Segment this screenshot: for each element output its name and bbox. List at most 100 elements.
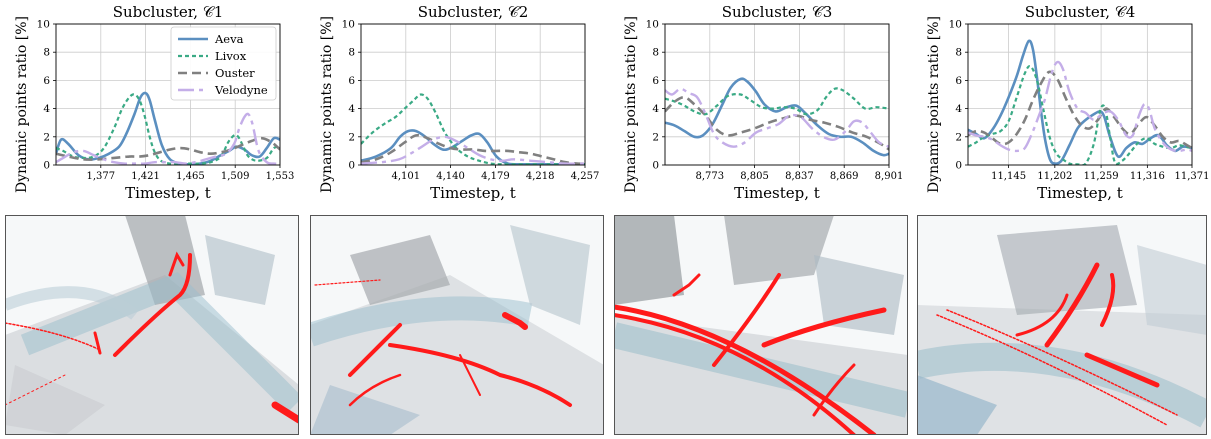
dynamic-points [314,279,572,407]
legend-label-aeva: Aeva [214,32,244,46]
y-tick-label: 2 [955,131,962,143]
subcluster-1-point-cloud [5,215,299,435]
x-tick-label: 4,257 [571,171,600,182]
legend-label-velodyne: Velodyne [214,83,268,97]
pc-frame [5,215,299,435]
x-axis-label: Timestep, t [125,184,211,202]
x-tick-label: 1,509 [221,171,250,182]
series-line-livox [56,93,280,165]
y-tick-label: 2 [652,131,659,143]
series-group [665,77,889,157]
chart-title: Subcluster, 𝒞4 [1025,3,1136,21]
x-tick-label: 11,259 [1084,171,1119,182]
y-tick-label: 4 [348,103,355,115]
legend: Aeva Livox Ouster Velodyne [170,26,277,101]
series-line-livox [665,87,889,116]
series-line-livox [968,64,1192,165]
series-line-velodyne [56,112,280,165]
y-tick-label: 2 [348,131,355,143]
x-tick-label: 1,421 [131,171,160,182]
series-line-ouster [665,95,889,151]
subcluster-3-point-cloud [614,215,908,435]
x-tick-label: 4,218 [526,171,555,182]
x-tick-label: 8,773 [695,171,724,182]
y-tick-label: 8 [43,47,50,59]
y-tick-label: 6 [955,75,962,87]
y-tick-label: 6 [43,75,50,87]
x-tick-label: 11,202 [1037,171,1072,182]
pc-frame [917,215,1207,435]
series-line-aeva [665,77,889,157]
y-tick-label: 0 [348,160,355,172]
charts-row: 0 2 4 6 8 10 1,377 1,421 1,465 1,509 1,553 Subclust… [14,3,1210,202]
plot-frame [967,23,1193,166]
series-line-livox [361,93,585,165]
static-points [310,225,604,435]
chart-2: 0 2 4 6 8 10 4,101 4,140 4,179 4,218 4,257 Subclust… [319,3,599,202]
y-tick-label: 4 [43,103,50,115]
subcluster-2-point-cloud [310,215,604,435]
x-tick-label: 8,901 [875,171,904,182]
y-tick-label: 0 [43,160,50,172]
y-tick-label: 10 [949,19,962,31]
dynamic-points [614,273,887,435]
y-tick-label: 6 [652,75,659,87]
plot-frame [55,23,281,166]
static-points [917,225,1207,435]
y-tick-label: 2 [43,131,50,143]
x-tick-label: 8,869 [830,171,859,182]
x-tick-label: 4,179 [481,171,510,182]
series-group [968,39,1192,165]
y-tick-label: 10 [646,19,659,31]
plot-frame [360,23,586,166]
pc-frame [310,215,604,435]
chart-3: 0 2 4 6 8 10 8,773 8,805 8,837 8,869 8,901 Subclust… [623,3,903,202]
point-cloud-row [0,212,1211,439]
legend-box [170,26,277,101]
x-tick-label: 8,805 [740,171,769,182]
y-tick-label: 0 [955,160,962,172]
x-tick-label: 1,553 [266,171,295,182]
x-tick-label: 11,145 [991,171,1026,182]
x-tick-label: 4,140 [436,171,465,182]
x-axis-label: Timestep, t [734,184,820,202]
y-tick-label: 4 [652,103,659,115]
y-tick-label: 4 [955,103,962,115]
y-axis-label: Dynamic points ratio [%] [623,16,639,193]
x-tick-label: 11,316 [1130,171,1165,182]
y-tick-label: 0 [652,160,659,172]
chart-title: Subcluster, 𝒞1 [113,3,224,21]
series-line-ouster [968,70,1192,150]
series-line-velodyne [968,60,1192,153]
y-axis-label: Dynamic points ratio [%] [319,16,335,193]
subcluster-4-point-cloud [917,215,1207,435]
x-axis-label: Timestep, t [1037,184,1123,202]
x-tick-label: 4,101 [391,171,420,182]
chart-4: 0 2 4 6 8 10 11,145 11,202 11,259 11,316 11,371 Sub… [926,3,1210,202]
y-tick-label: 8 [348,47,355,59]
x-tick-label: 8,837 [785,171,814,182]
y-axis-label: Dynamic points ratio [%] [14,16,30,193]
pc-frame [614,215,908,435]
dynamic-points [936,262,1178,426]
plot-frame [664,23,890,166]
y-tick-label: 8 [652,47,659,59]
y-tick-label: 6 [348,75,355,87]
legend-label-livox: Livox [215,49,247,63]
series-line-ouster [361,133,585,165]
series-line-velodyne [361,135,585,165]
y-tick-label: 8 [955,47,962,59]
series-group [361,93,585,165]
x-tick-label: 11,371 [1175,171,1210,182]
y-axis-label: Dynamic points ratio [%] [926,16,942,193]
chart-title: Subcluster, 𝒞3 [722,3,833,21]
chart-1: 0 2 4 6 8 10 1,377 1,421 1,465 1,509 1,553 Subclust… [14,3,294,202]
series-line-aeva [361,129,585,165]
static-points [5,215,299,435]
x-axis-label: Timestep, t [430,184,516,202]
y-tick-label: 10 [37,19,50,31]
y-tick-label: 10 [342,19,355,31]
x-tick-label: 1,465 [176,171,205,182]
series-group [56,91,280,165]
x-tick-label: 1,377 [86,171,115,182]
